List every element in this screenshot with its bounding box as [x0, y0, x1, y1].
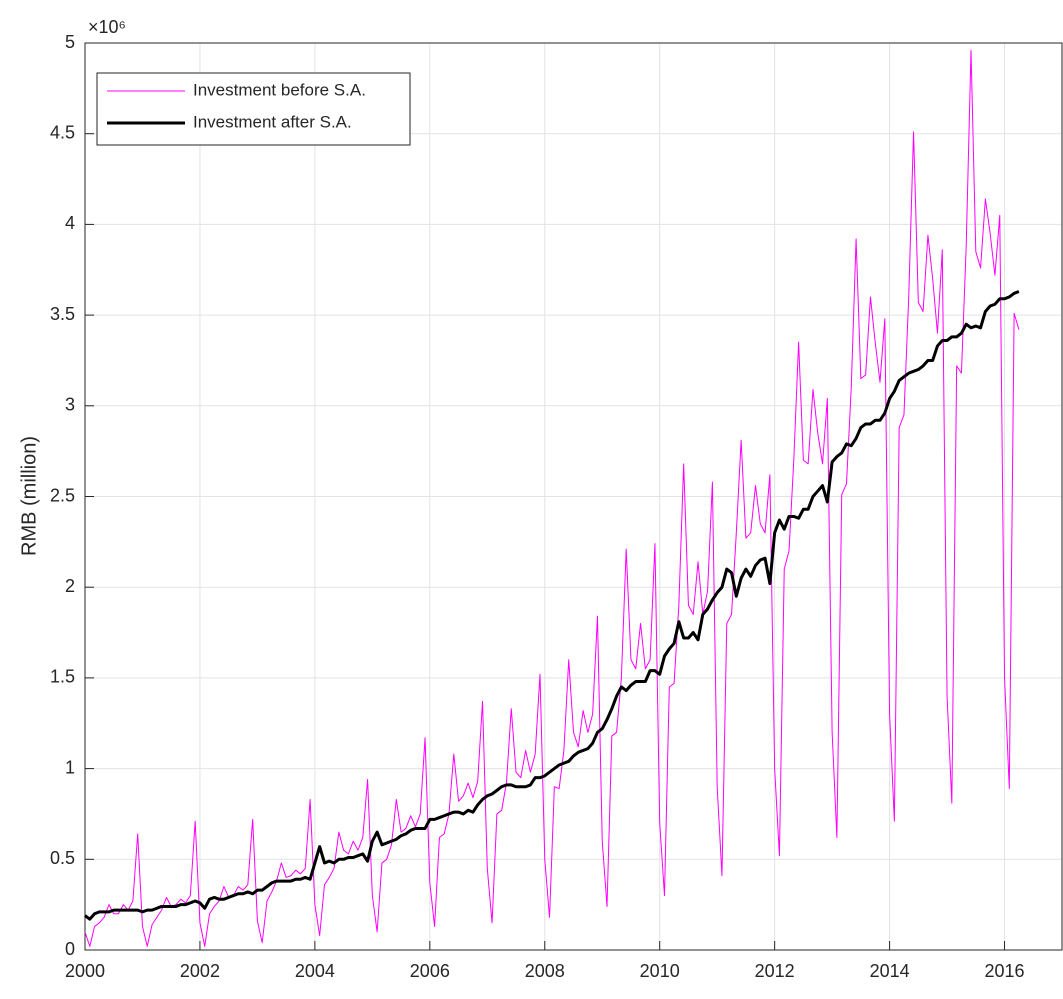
x-tick-label: 2014	[870, 961, 910, 981]
y-tick-label: 3	[65, 395, 75, 415]
y-axis-label: RMB (million)	[18, 436, 40, 556]
x-tick-label: 2004	[295, 961, 335, 981]
y-tick-label: 5	[65, 32, 75, 52]
x-tick-label: 2002	[180, 961, 220, 981]
y-tick-label: 1.5	[50, 667, 75, 687]
x-tick-label: 2000	[65, 961, 105, 981]
y-tick-label: 3.5	[50, 304, 75, 324]
y-tick-label: 2.5	[50, 485, 75, 505]
legend-box	[96, 72, 411, 146]
plot-frame	[84, 42, 1063, 951]
y-tick-label: 1	[65, 757, 75, 777]
legend-label: Investment before S.A.	[193, 80, 366, 99]
series-line	[84, 290, 1020, 921]
y-tick-label: 0	[65, 939, 75, 959]
y-exponent: ×10⁶	[88, 17, 126, 37]
y-tick-label: 4	[65, 213, 75, 233]
series-line	[84, 49, 1020, 947]
legend-label: Investment after S.A.	[193, 112, 352, 131]
x-tick-label: 2010	[640, 961, 680, 981]
x-tick-label: 2012	[755, 961, 795, 981]
x-tick-label: 2006	[410, 961, 450, 981]
x-tick-label: 2016	[985, 961, 1025, 981]
x-tick-label: 2008	[525, 961, 565, 981]
y-tick-label: 0.5	[50, 848, 75, 868]
y-tick-label: 2	[65, 576, 75, 596]
y-tick-label: 4.5	[50, 122, 75, 142]
